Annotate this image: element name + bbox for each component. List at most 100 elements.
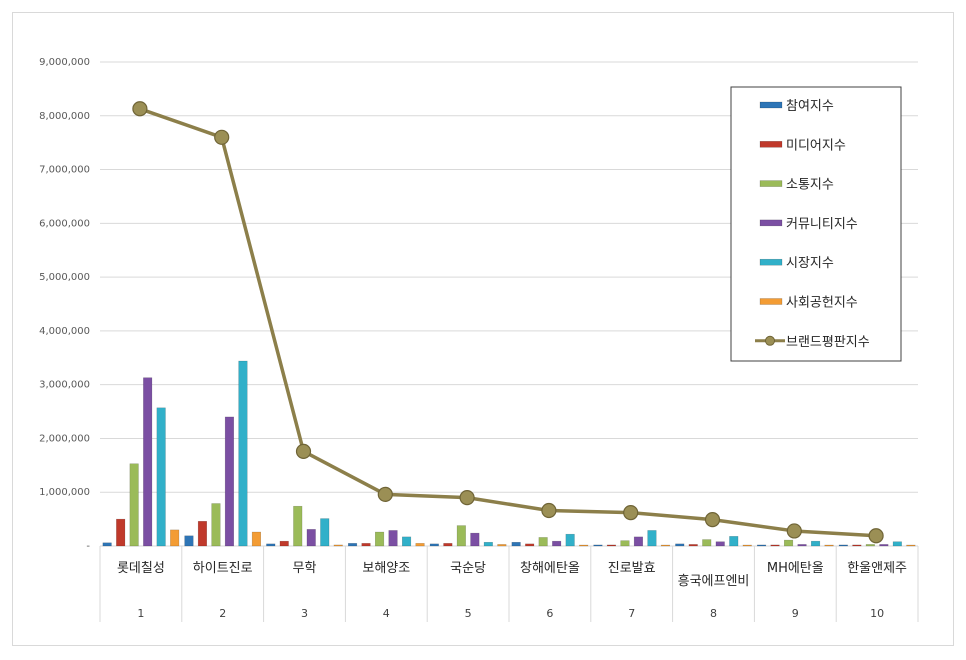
bar: [402, 536, 412, 547]
bar: [852, 544, 862, 547]
legend-swatch: [759, 298, 783, 305]
category-label: 국순당: [450, 561, 486, 576]
bar: [375, 531, 385, 547]
bar: [306, 529, 316, 547]
bar: [170, 529, 180, 547]
bar: [511, 541, 521, 547]
bar: [784, 539, 794, 547]
bar: [279, 540, 289, 547]
legend-point-swatch: [765, 335, 775, 346]
line-point: [459, 490, 475, 506]
y-tick-label: 1,000,000: [39, 487, 90, 498]
category-label: 한울앤제주: [847, 561, 907, 576]
bar: [647, 530, 657, 547]
legend-box: [730, 86, 902, 362]
category-label: 무학: [293, 561, 317, 576]
category-label: 창해에탄올: [520, 561, 580, 576]
bar: [770, 544, 780, 547]
bar: [388, 530, 398, 547]
bar: [620, 540, 630, 547]
bar-series: [102, 360, 916, 547]
legend-label: 소통지수: [786, 178, 834, 193]
x-axis: 롯데칠성 1 하이트진로 2 무학 3 보해양조 4 국순당 5 창해에탄올 6 진로발효 7 흥국에프엔비…: [99, 546, 919, 622]
bar: [483, 541, 493, 547]
y-tick-label: 9,000,000: [39, 57, 90, 68]
legend-swatch: [759, 101, 783, 109]
legend-label: 브랜드평판지수: [786, 335, 870, 350]
bar: [702, 539, 712, 547]
bar: [552, 540, 562, 547]
bar: [565, 533, 575, 547]
y-tick-label: 3,000,000: [39, 380, 90, 391]
bar: [660, 544, 671, 547]
y-tick-label: -: [86, 541, 90, 552]
y-tick-label: 5,000,000: [39, 272, 90, 283]
bar: [361, 543, 371, 547]
category-label: 흥국에프엔비: [678, 574, 750, 589]
line-point: [623, 505, 639, 521]
legend-label: 사회공헌지수: [786, 296, 858, 311]
bar: [538, 537, 548, 547]
line-point: [868, 528, 884, 544]
legend-swatch: [759, 141, 783, 148]
rank-label: 1: [137, 607, 144, 620]
legend-label: 미디어지수: [786, 138, 846, 153]
bar: [184, 535, 194, 547]
category-label: 보해양조: [362, 561, 410, 576]
bar: [892, 541, 902, 547]
bar: [906, 544, 916, 547]
bar: [211, 503, 221, 547]
line-point: [377, 486, 393, 502]
bar: [348, 543, 358, 547]
bar: [102, 542, 112, 547]
bar: [470, 532, 480, 547]
bar: [197, 521, 207, 547]
legend-swatch: [759, 180, 783, 187]
bar: [879, 544, 889, 547]
bar: [525, 543, 535, 547]
y-tick-label: 2,000,000: [39, 433, 90, 444]
y-tick-label: 4,000,000: [39, 326, 90, 337]
bar: [293, 505, 303, 547]
bar: [797, 544, 807, 547]
bar: [251, 531, 261, 547]
bar: [606, 544, 617, 547]
y-tick-label: 8,000,000: [39, 111, 90, 122]
category-label: 진로발효: [608, 561, 656, 576]
legend-label: 커뮤니티지수: [786, 217, 858, 232]
rank-label: 5: [465, 607, 472, 620]
rank-label: 4: [383, 607, 390, 620]
line-point: [214, 129, 230, 145]
line-point: [132, 101, 148, 117]
bar: [429, 543, 439, 547]
legend-label: 시장지수: [786, 256, 834, 271]
bar: [456, 525, 466, 547]
bar: [238, 360, 248, 547]
bar: [593, 544, 603, 547]
line-point: [295, 443, 312, 459]
bar: [266, 543, 276, 547]
legend-swatch: [759, 219, 783, 227]
legend-swatch: [759, 258, 783, 266]
category-label: 롯데칠성: [117, 561, 165, 576]
bar: [224, 416, 234, 547]
bar: [688, 544, 698, 547]
bar: [320, 518, 330, 547]
bar: [415, 543, 425, 547]
rank-label: 9: [792, 607, 799, 620]
bar: [742, 544, 752, 547]
line-series: [132, 101, 884, 544]
bar: [497, 544, 507, 547]
bar: [156, 407, 166, 547]
bar: [443, 543, 453, 547]
bar: [333, 544, 343, 547]
bar: [579, 544, 589, 547]
line-point: [541, 502, 557, 519]
bar: [633, 536, 644, 547]
y-axis: - 1,000,000 2,000,000 3,000,000 4,000,000 5,0…: [39, 57, 90, 552]
y-tick-label: 6,000,000: [39, 218, 90, 229]
bar: [116, 518, 126, 547]
bar: [729, 536, 739, 547]
